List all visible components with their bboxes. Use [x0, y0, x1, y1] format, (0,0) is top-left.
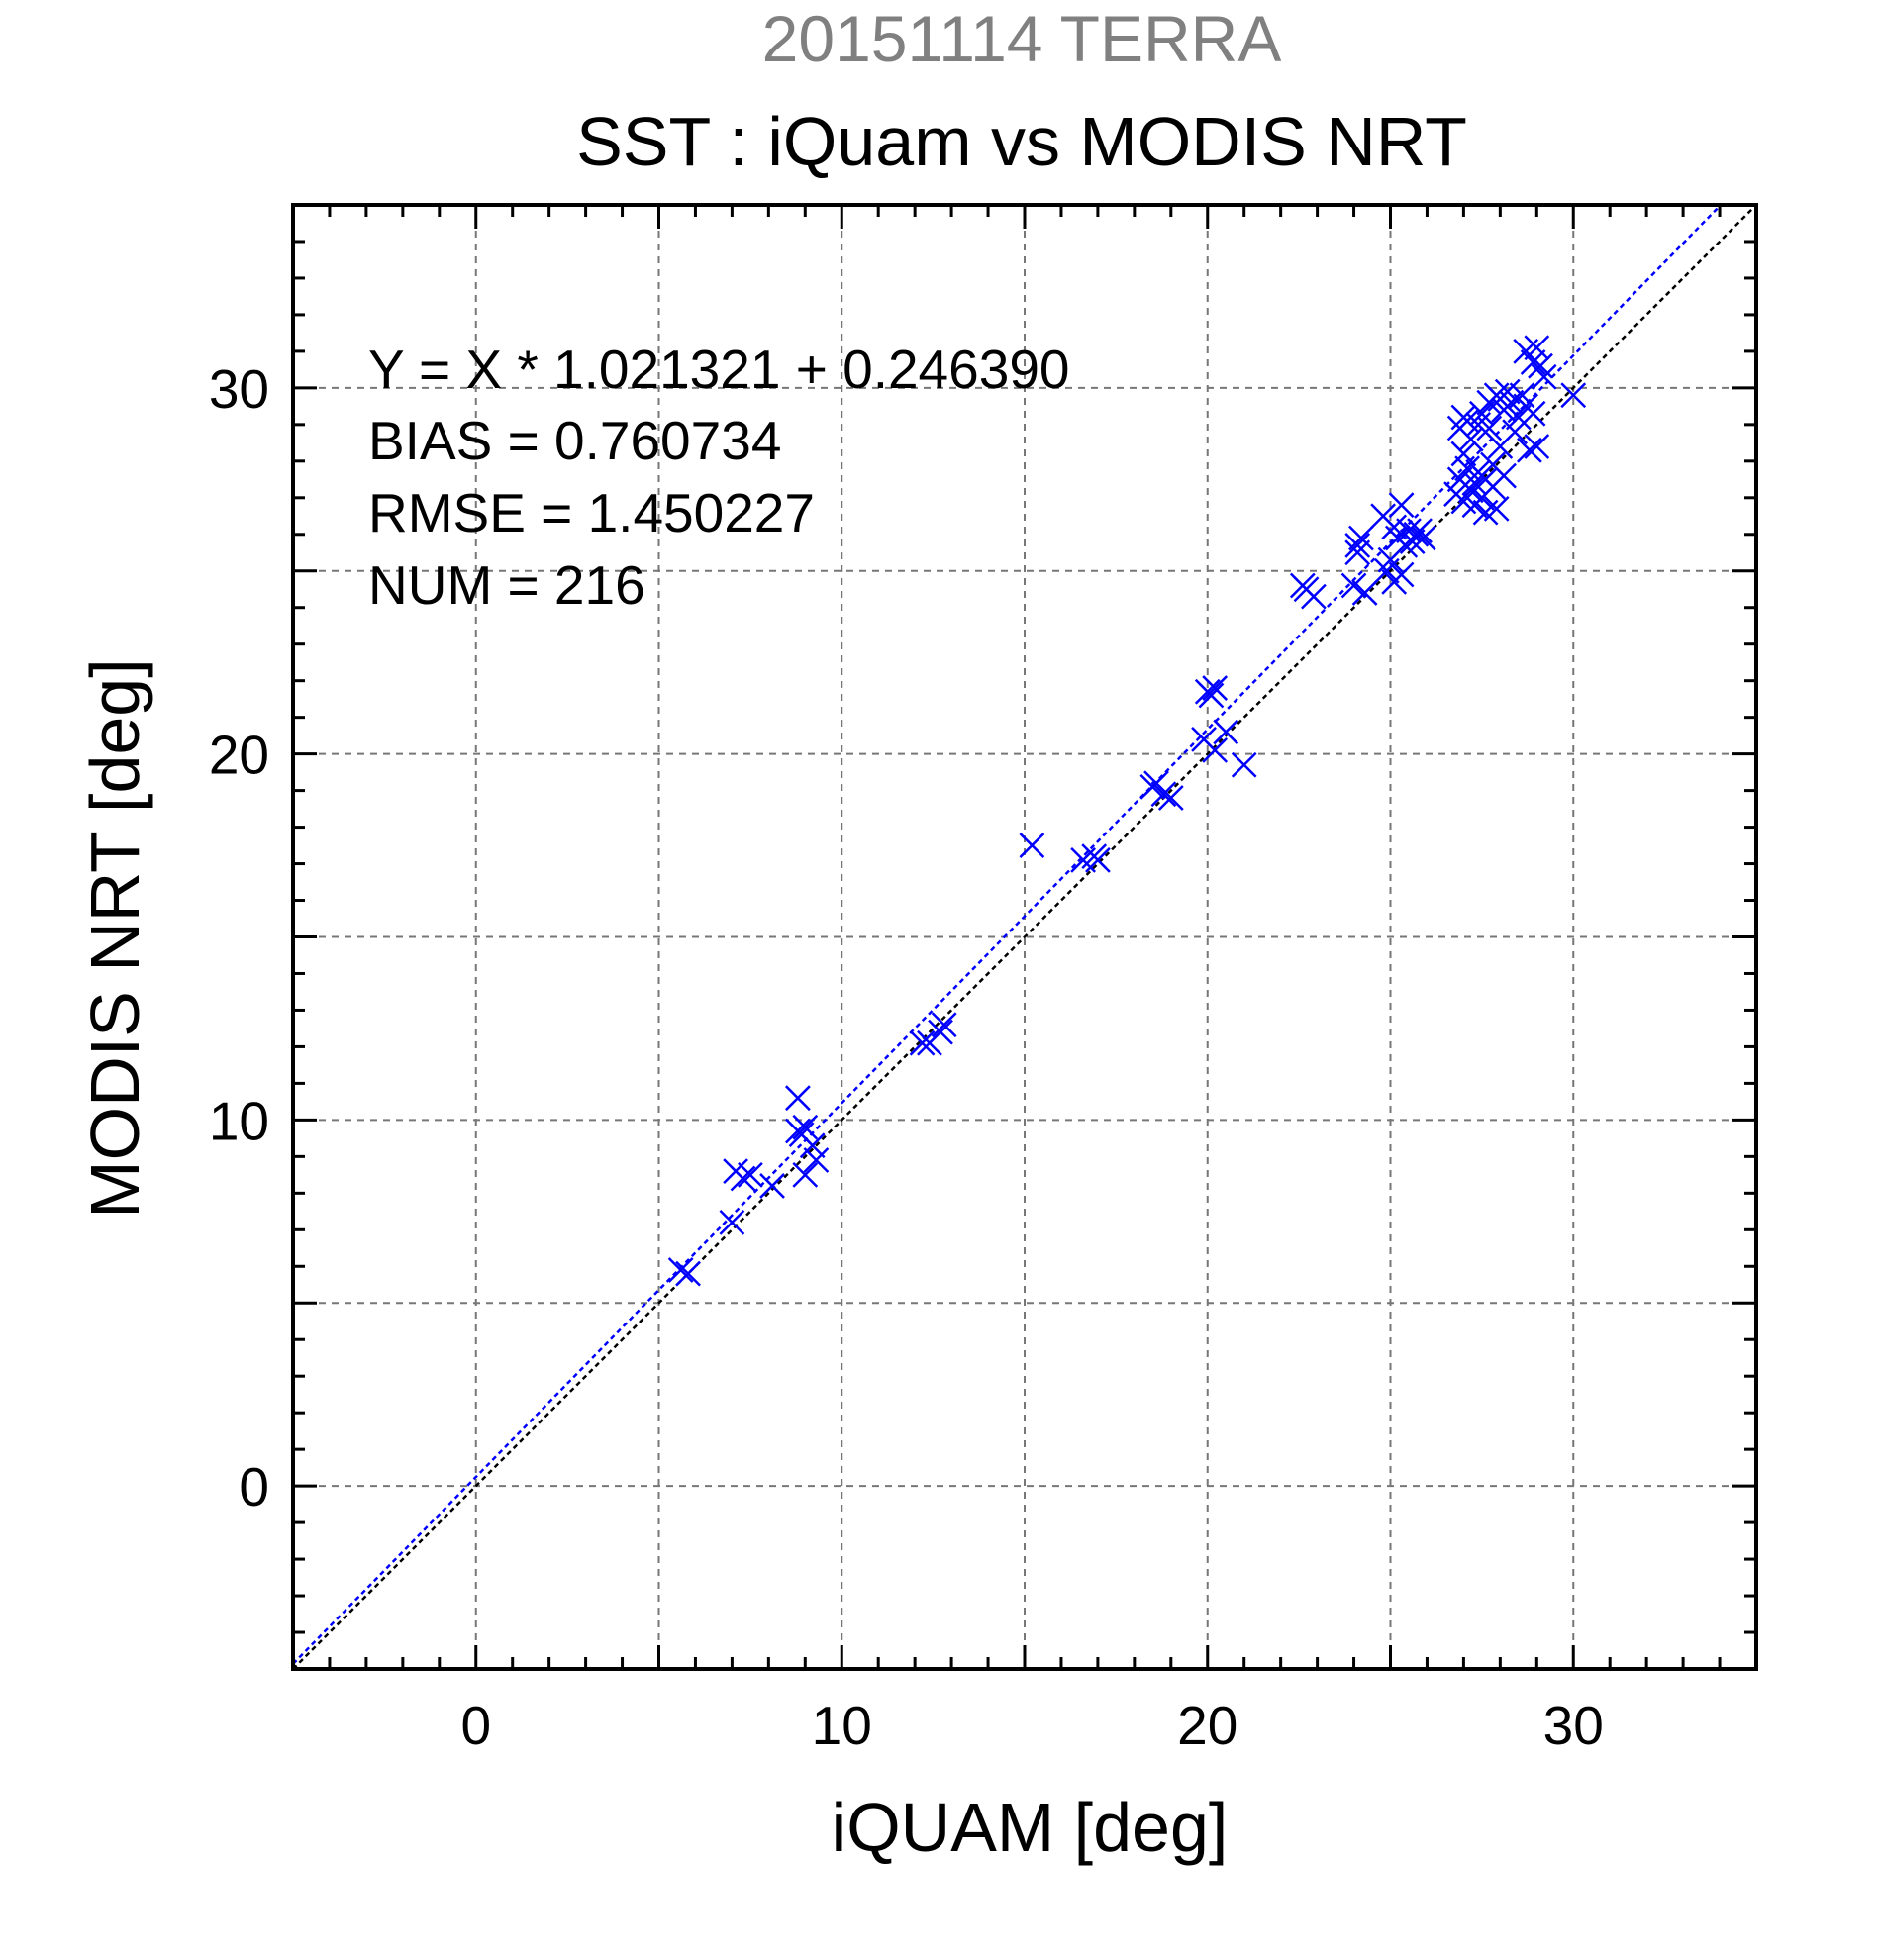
y-tick-label: 30: [209, 358, 269, 420]
data-point: [1198, 682, 1225, 709]
data-point: [1344, 539, 1371, 566]
data-point: [1157, 785, 1184, 811]
reference-lines: [292, 204, 1757, 1670]
stats-rmse: RMSE = 1.450227: [368, 482, 815, 543]
data-point: [928, 1019, 953, 1045]
identity-line: [292, 204, 1757, 1670]
data-point: [1301, 583, 1327, 610]
data-point: [1019, 833, 1045, 858]
stats-regression: Y = X * 1.021321 + 0.246390: [368, 339, 1070, 400]
data-point: [1498, 389, 1525, 416]
data-point: [1388, 561, 1415, 588]
data-point: [667, 1257, 694, 1283]
data-point: [931, 1012, 957, 1038]
data-point: [785, 1085, 811, 1112]
chart-supertitle: 20151114 TERRA: [762, 2, 1282, 75]
plot-frame: [291, 203, 1758, 1671]
data-point: [1517, 437, 1542, 463]
data-point: [759, 1173, 785, 1199]
data-point: [1213, 719, 1239, 745]
data-point: [1202, 737, 1229, 763]
data-point: [1351, 580, 1378, 606]
data-point: [1150, 781, 1177, 808]
x-tick-label: 30: [1543, 1695, 1604, 1756]
data-point: [1505, 404, 1532, 431]
data-point: [1491, 462, 1517, 489]
data-point: [730, 1165, 756, 1192]
x-axis-label: iQUAM [deg]: [832, 1789, 1229, 1866]
data-point: [1457, 477, 1484, 504]
data-point: [1476, 415, 1503, 441]
data-point: [909, 1029, 936, 1056]
data-point: [1520, 400, 1546, 427]
data-point: [1231, 751, 1257, 778]
x-tick-label: 0: [460, 1695, 491, 1756]
stats-annotation: Y = X * 1.021321 + 0.246390 BIAS = 0.760…: [368, 339, 1070, 616]
data-point: [1468, 400, 1495, 427]
chart-title: SST : iQuam vs MODIS NRT: [576, 103, 1467, 180]
y-tick-label: 0: [239, 1456, 269, 1518]
data-point: [1340, 572, 1367, 599]
data-point: [1202, 675, 1229, 701]
data-point: [1520, 349, 1546, 375]
data-point: [1560, 382, 1587, 409]
x-tick-label: 10: [812, 1695, 872, 1756]
y-tick-label: 10: [209, 1090, 269, 1151]
x-tick-label: 20: [1177, 1695, 1238, 1756]
y-tick-label: 20: [209, 725, 269, 786]
data-point: [737, 1161, 763, 1188]
data-point: [1410, 525, 1436, 551]
data-point: [1450, 441, 1477, 467]
data-point: [1085, 846, 1111, 873]
data-point: [1348, 525, 1374, 551]
data-point: [799, 1132, 826, 1159]
data-point: [1483, 496, 1510, 522]
stats-num: NUM = 216: [368, 554, 645, 616]
regression-line: [292, 204, 1722, 1665]
data-point: [1457, 426, 1484, 452]
y-axis-label: MODIS NRT [deg]: [76, 658, 153, 1218]
data-point: [719, 1210, 745, 1235]
data-points: [667, 335, 1587, 1287]
data-point: [1531, 363, 1557, 390]
data-point: [675, 1260, 701, 1287]
stats-bias: BIAS = 0.760734: [368, 410, 781, 471]
data-point: [1344, 532, 1371, 558]
data-point: [792, 1114, 819, 1140]
data-point: [1407, 518, 1433, 543]
data-point: [803, 1147, 830, 1173]
data-point: [1388, 492, 1415, 519]
tick-labels: 0 10 20 30 0 10 20 30: [209, 358, 1604, 1756]
data-point: [792, 1161, 819, 1188]
data-point: [1524, 434, 1550, 459]
